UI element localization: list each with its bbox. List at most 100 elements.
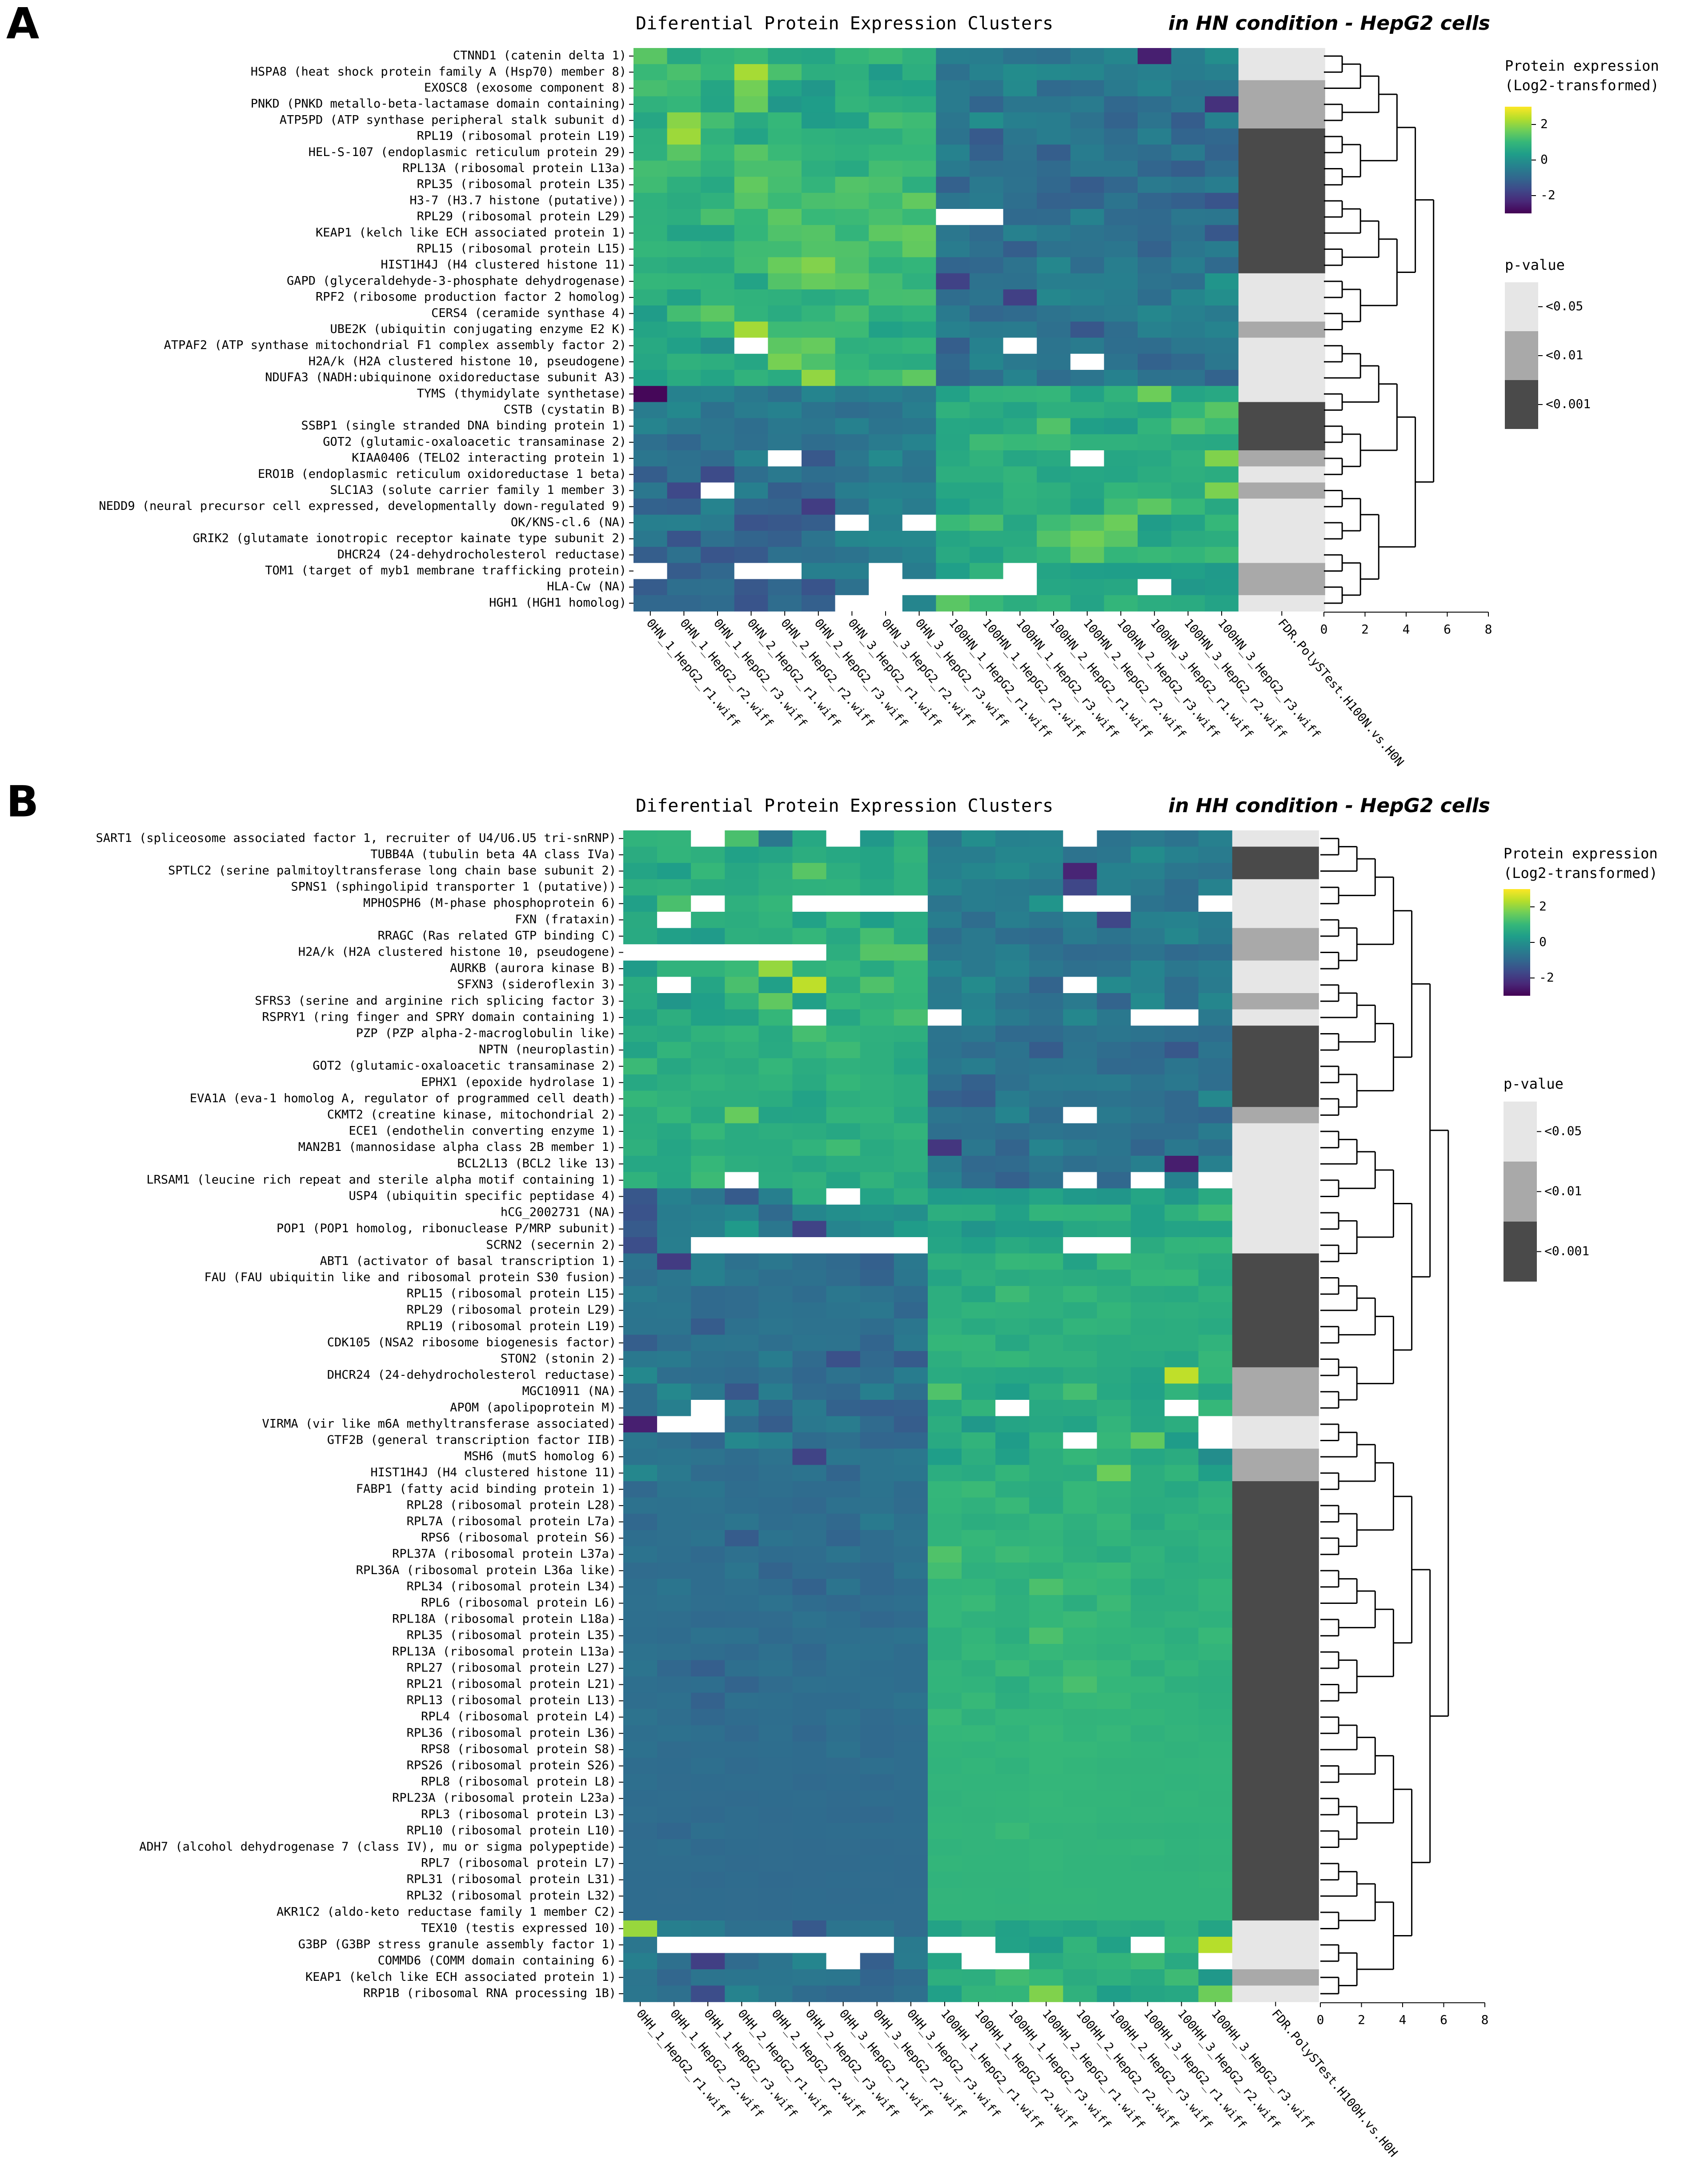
heatmap-cell	[860, 1448, 894, 1465]
heatmap-cell	[1003, 64, 1037, 80]
heatmap-cell	[1131, 1400, 1165, 1417]
heatmap-cell	[1138, 225, 1172, 241]
heatmap-cell	[1104, 482, 1138, 499]
heatmap-cell	[860, 1318, 894, 1335]
heatmap-cell	[927, 1448, 962, 1465]
heatmap-cell	[657, 863, 691, 880]
pvalue-label: <0.05	[1544, 1124, 1582, 1138]
row-label: RRAGC (Ras related GTP binding C)	[378, 929, 616, 942]
pvalue-cell	[1232, 1823, 1319, 1839]
pvalue-cell	[1238, 547, 1325, 563]
heatmap-cell	[691, 1855, 725, 1872]
heatmap-cell	[962, 993, 996, 1010]
heatmap-cell	[894, 977, 928, 994]
heatmap-cell	[725, 1530, 759, 1547]
heatmap-cell	[1104, 241, 1138, 258]
heatmap-cell	[1063, 1627, 1097, 1644]
heatmap-cell	[701, 466, 735, 483]
heatmap-cell	[1205, 305, 1239, 322]
heatmap-cell	[1198, 1188, 1233, 1205]
heatmap-cell	[691, 1888, 725, 1905]
heatmap-cell	[657, 1139, 691, 1156]
heatmap-cell	[962, 1595, 996, 1612]
heatmap-cell	[1205, 418, 1239, 435]
heatmap-cell	[1097, 1920, 1131, 1937]
heatmap-cell	[792, 1042, 827, 1058]
heatmap-cell	[835, 160, 869, 177]
heatmap-cell	[835, 257, 869, 274]
heatmap-cell	[725, 1953, 759, 1970]
heatmap-cell	[936, 386, 970, 402]
heatmap-cell	[826, 1790, 861, 1807]
heatmap-cell	[1003, 450, 1037, 467]
heatmap-cell	[962, 1383, 996, 1400]
heatmap-cell	[1164, 1758, 1199, 1775]
heatmap-cell	[792, 1367, 827, 1384]
chart-title: Diferential Protein Expression Clusters	[636, 796, 1053, 816]
heatmap-cell	[1029, 993, 1063, 1010]
heatmap-cell	[667, 595, 701, 612]
row-label: KEAP1 (kelch like ECH associated protein…	[316, 226, 626, 240]
heatmap-cell	[758, 993, 793, 1010]
heatmap-cell	[1029, 1563, 1063, 1579]
row-label: MPHOSPH6 (M-phase phosphoprotein 6)	[363, 896, 616, 910]
heatmap-cell	[1063, 1676, 1097, 1693]
heatmap-cell	[1097, 1985, 1131, 2002]
heatmap-cell	[970, 257, 1004, 274]
heatmap-cell	[725, 1497, 759, 1514]
heatmap-cell	[860, 1936, 894, 1953]
pvalue-cell	[1238, 337, 1325, 354]
heatmap-cell	[927, 1123, 962, 1140]
heatmap-cell	[792, 1318, 827, 1335]
heatmap-cell	[1029, 912, 1063, 929]
heatmap-cell	[758, 1725, 793, 1742]
heatmap-cell	[1131, 1286, 1165, 1302]
heatmap-cell	[1198, 1383, 1233, 1400]
heatmap-cell	[826, 1318, 861, 1335]
heatmap-cell	[962, 1969, 996, 1986]
heatmap-cell	[936, 257, 970, 274]
heatmap-cell	[1205, 402, 1239, 419]
colorbar-tick-label: 2	[1539, 899, 1547, 914]
heatmap-cell	[758, 1042, 793, 1058]
heatmap-cell	[1198, 1221, 1233, 1238]
heatmap-cell	[1070, 337, 1104, 354]
heatmap-cell	[1063, 1107, 1097, 1124]
row-label: H3-7 (H3.7 histone (putative))	[409, 193, 626, 207]
heatmap-cell	[1104, 370, 1138, 386]
heatmap-cell	[758, 1855, 793, 1872]
heatmap-cell	[995, 863, 1030, 880]
legend: Protein expression(Log2-transformed)20-2…	[1504, 845, 1658, 1282]
heatmap-cell	[725, 1579, 759, 1595]
heatmap-cell	[1063, 1481, 1097, 1498]
pvalue-cell	[1232, 1530, 1319, 1547]
heatmap-cell	[860, 1383, 894, 1400]
heatmap-cell	[725, 1351, 759, 1368]
heatmap-cell	[869, 80, 903, 97]
pvalue-cell	[1238, 80, 1325, 97]
pvalue-cell	[1232, 1009, 1319, 1026]
heatmap-cell	[869, 498, 903, 515]
heatmap-cell	[1029, 1123, 1063, 1140]
heatmap-cell	[667, 160, 701, 177]
heatmap-cell	[1171, 579, 1205, 596]
heatmap-cell	[1104, 337, 1138, 354]
heatmap-cell	[962, 863, 996, 880]
heatmap-cell	[1104, 402, 1138, 419]
heatmap-cell	[869, 466, 903, 483]
heatmap-cell	[657, 1563, 691, 1579]
heatmap-cell	[802, 337, 836, 354]
heatmap-cell	[894, 1270, 928, 1286]
heatmap-cell	[962, 1302, 996, 1319]
heatmap-cell	[1063, 1725, 1097, 1742]
heatmap-cell	[792, 1823, 827, 1839]
heatmap-cell	[701, 595, 735, 612]
heatmap-cell	[995, 895, 1030, 912]
heatmap-cell	[1104, 289, 1138, 306]
heatmap-cell	[902, 305, 936, 322]
row-label: GAPD (glyceraldehyde-3-phosphate dehydro…	[287, 274, 626, 288]
heatmap-cell	[1037, 531, 1071, 547]
heatmap-cell	[725, 1367, 759, 1384]
heatmap-cell	[962, 1204, 996, 1221]
heatmap-cell	[1138, 531, 1172, 547]
